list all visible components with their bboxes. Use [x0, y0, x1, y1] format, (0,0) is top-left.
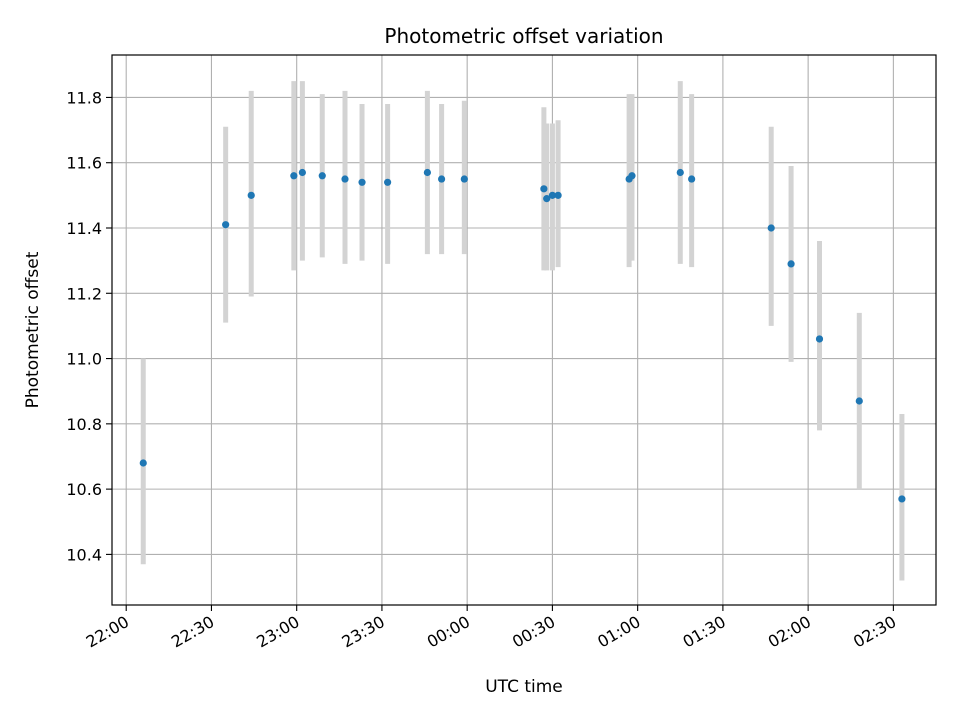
- data-point: [247, 191, 255, 199]
- data-point: [767, 224, 775, 232]
- data-point: [139, 459, 147, 467]
- data-point: [628, 172, 636, 180]
- data-point: [341, 175, 349, 183]
- data-point: [358, 178, 366, 186]
- data-point: [290, 172, 298, 180]
- data-point: [384, 178, 392, 186]
- data-point: [898, 495, 906, 503]
- data-point: [688, 175, 696, 183]
- data-point: [540, 185, 548, 193]
- data-point: [554, 191, 562, 199]
- y-tick-label: 11.6: [66, 154, 102, 173]
- x-axis-title: UTC time: [485, 677, 563, 697]
- data-point: [787, 260, 795, 268]
- data-point: [543, 195, 551, 203]
- data-point: [815, 335, 824, 343]
- y-tick-label: 10.8: [66, 415, 102, 434]
- data-point: [298, 168, 306, 177]
- y-tick-label: 11.0: [66, 350, 102, 369]
- marker-layer: [139, 168, 906, 503]
- data-point: [460, 175, 468, 183]
- plot-frame: [111, 54, 937, 606]
- data-point: [676, 168, 684, 177]
- y-tick-label: 11.4: [66, 219, 102, 238]
- data-point: [423, 168, 431, 177]
- data-point: [438, 175, 446, 183]
- y-axis-title: Photometric offset: [23, 251, 43, 408]
- y-tick-label: 11.8: [66, 88, 102, 107]
- y-tick-label: 11.2: [66, 284, 102, 303]
- y-tick-label: 10.6: [66, 480, 102, 499]
- y-tick-label: 10.4: [66, 545, 102, 564]
- data-point: [548, 191, 557, 199]
- data-point: [855, 397, 863, 405]
- data-point: [222, 221, 230, 229]
- data-point: [318, 172, 326, 180]
- chart-title: Photometric offset variation: [384, 24, 663, 48]
